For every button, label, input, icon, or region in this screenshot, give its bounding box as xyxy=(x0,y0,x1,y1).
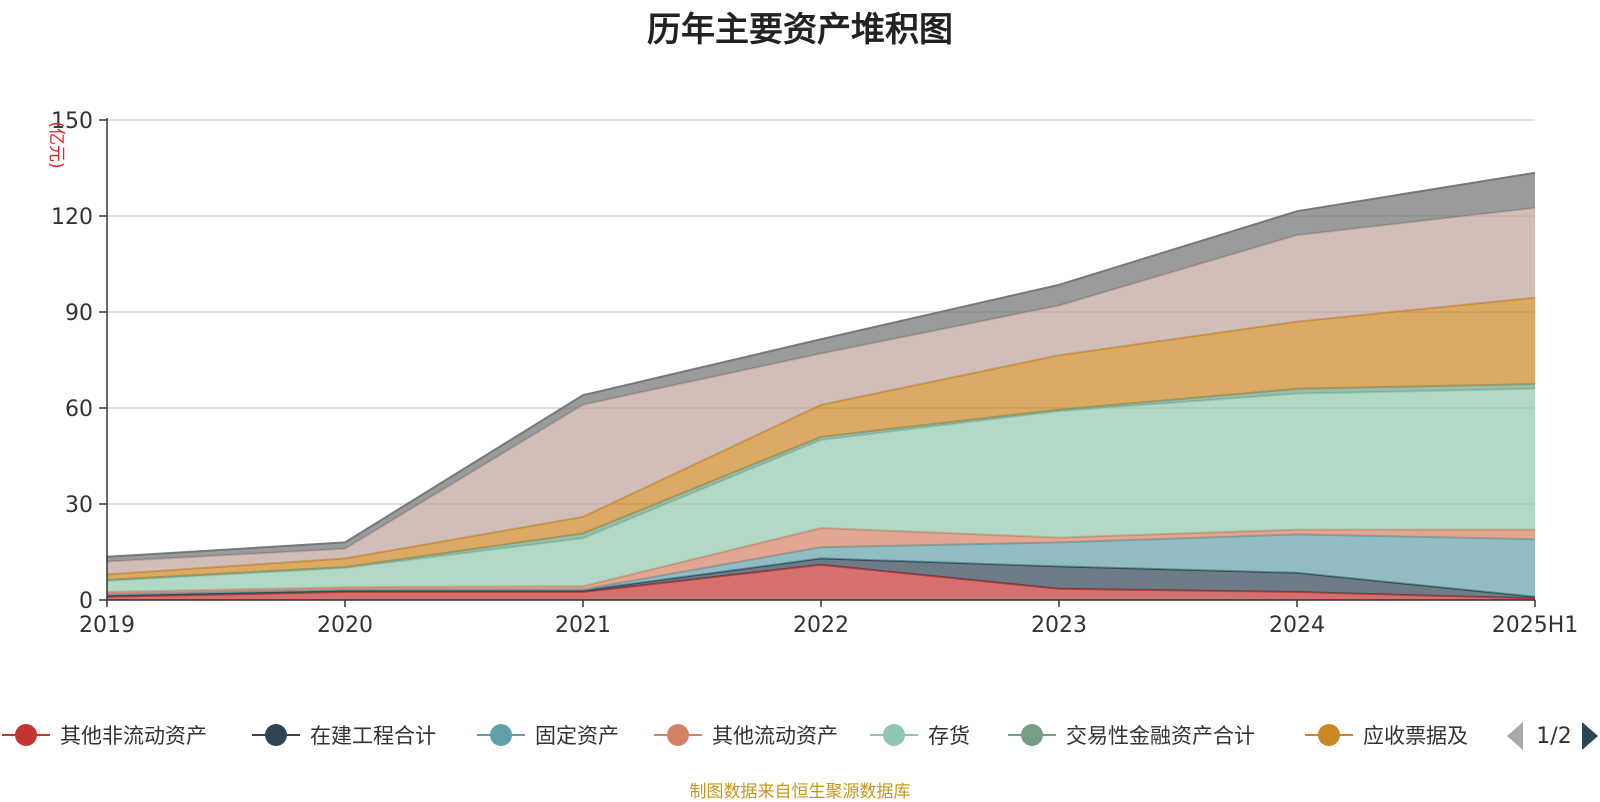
legend-marker xyxy=(1021,724,1043,746)
x-tick-label: 2022 xyxy=(793,613,849,638)
legend-marker xyxy=(883,724,905,746)
area-edge-8 xyxy=(106,171,1536,558)
x-tick-label: 2019 xyxy=(79,613,135,638)
legend-marker xyxy=(490,724,512,746)
area-series-7 xyxy=(107,208,1535,575)
legend-label: 应收票据及 xyxy=(1363,724,1468,748)
x-tick-label: 2021 xyxy=(555,613,611,638)
area-series-3 xyxy=(107,528,1535,595)
x-tick-label: 2024 xyxy=(1269,613,1325,638)
legend-item[interactable]: 其他流动资产 xyxy=(654,724,838,748)
source-note: 制图数据来自恒生聚源数据库 xyxy=(689,782,911,802)
legend-item[interactable]: 在建工程合计 xyxy=(252,724,436,748)
legend-page-indicator: 1/2 xyxy=(1536,724,1571,749)
legend-item[interactable]: 其他非流动资产 xyxy=(2,724,207,748)
y-tick-label: 60 xyxy=(65,397,93,422)
x-tick-label: 2020 xyxy=(317,613,373,638)
legend-item[interactable]: 交易性金融资产合计 xyxy=(1008,724,1255,748)
y-tick-label: 0 xyxy=(79,589,93,614)
y-tick-label: 150 xyxy=(51,109,93,134)
area-series-4 xyxy=(107,388,1535,592)
legend-marker xyxy=(265,724,287,746)
legend-label: 存货 xyxy=(928,724,970,748)
legend-prev-icon[interactable] xyxy=(1507,722,1523,750)
legend-item[interactable]: 固定资产 xyxy=(477,724,619,748)
y-tick-label: 30 xyxy=(65,493,93,518)
legend-marker xyxy=(1318,724,1340,746)
legend-label: 其他流动资产 xyxy=(712,724,838,748)
y-unit-label: (亿元) xyxy=(46,121,66,168)
legend-label: 固定资产 xyxy=(535,724,619,748)
area-series-6 xyxy=(107,297,1535,580)
y-tick-label: 90 xyxy=(65,301,93,326)
area-series xyxy=(106,171,1536,600)
area-series-2 xyxy=(107,534,1535,597)
legend-marker xyxy=(15,724,37,746)
x-tick-label: 2025H1 xyxy=(1492,613,1579,638)
axes: 0 30 60 90 120 150 2019 2020 2021 2022 2023 2024 202… xyxy=(46,109,1578,638)
legend-next-icon[interactable] xyxy=(1582,722,1598,750)
area-series-1 xyxy=(107,558,1535,599)
area-series-8 xyxy=(107,172,1535,562)
legend-item[interactable]: 存货 xyxy=(870,724,970,748)
legend-label: 其他非流动资产 xyxy=(60,724,207,748)
legend-item[interactable]: 应收票据及 xyxy=(1305,724,1468,748)
y-tick-label: 120 xyxy=(51,205,93,230)
legend: 其他非流动资产 在建工程合计 固定资产 其他流动资产 存货 交易性金融资产合计 应收票据及 1… xyxy=(2,722,1598,750)
legend-label: 在建工程合计 xyxy=(310,724,436,748)
legend-marker xyxy=(667,724,689,746)
chart-title: 历年主要资产堆积图 xyxy=(647,10,953,50)
legend-label: 交易性金融资产合计 xyxy=(1066,724,1255,748)
x-tick-label: 2023 xyxy=(1031,613,1087,638)
